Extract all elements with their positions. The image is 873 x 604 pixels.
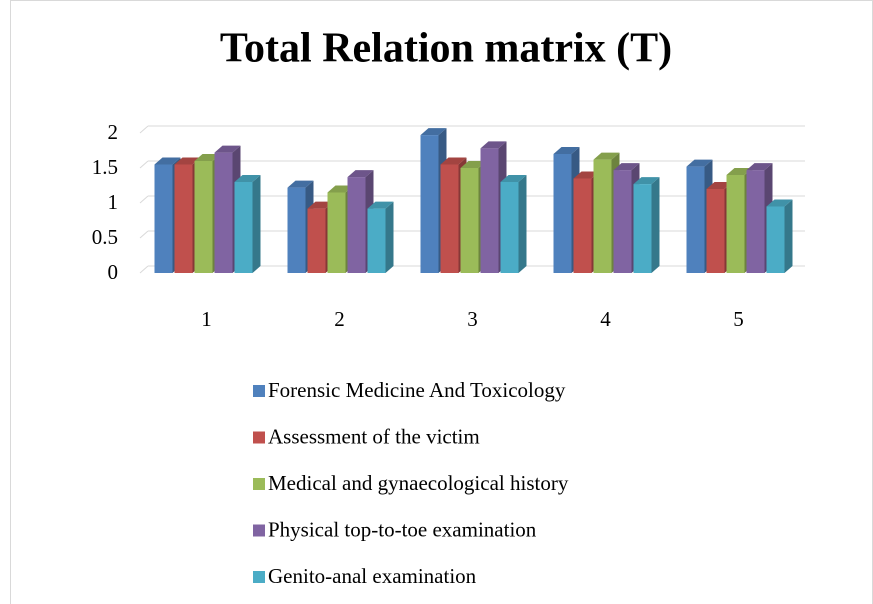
bar (307, 208, 326, 273)
grid-line-side (139, 160, 149, 169)
bar (420, 135, 439, 273)
y-tick-label: 2 (108, 120, 119, 144)
grid-line-side (139, 125, 149, 134)
legend-swatch (253, 478, 265, 490)
bar-side (252, 175, 261, 273)
bar (613, 170, 632, 273)
bar (440, 164, 459, 273)
y-tick-label: 0.5 (92, 225, 118, 249)
y-tick-label: 1.5 (92, 155, 118, 179)
bar-side (518, 175, 527, 273)
bar (234, 182, 253, 273)
bar-top (460, 161, 487, 168)
grid-line-side (139, 195, 149, 204)
grid-line-side (139, 265, 149, 274)
bar-top (347, 170, 374, 178)
bar-top (613, 163, 640, 171)
bar-top (500, 175, 527, 182)
bar-top (420, 128, 447, 136)
legend-swatch (253, 524, 265, 537)
x-tick-label: 3 (467, 307, 478, 331)
bar (726, 175, 745, 273)
bar-top (234, 175, 261, 182)
chart-title: Total Relation matrix (T) (220, 26, 672, 72)
bar-top (726, 168, 753, 175)
bar-top (174, 157, 201, 165)
bar (327, 192, 346, 273)
bar (460, 168, 479, 273)
bar-top (194, 154, 221, 161)
bar-top (553, 147, 580, 154)
bar-side (385, 201, 394, 273)
legend-swatch (253, 385, 265, 397)
bar-top (633, 177, 660, 185)
bar-side (784, 199, 793, 273)
bar (706, 189, 725, 273)
bar (194, 161, 213, 273)
bar (347, 177, 366, 273)
bar-top (746, 163, 773, 171)
bar (500, 182, 519, 273)
y-tick-label: 0 (108, 260, 119, 284)
bar-top (440, 157, 467, 165)
bar-top (287, 180, 314, 188)
x-tick-label: 5 (733, 307, 744, 331)
bar-top (686, 159, 713, 167)
y-tick-label: 1 (108, 190, 119, 214)
bar (214, 152, 233, 273)
x-tick-label: 4 (600, 307, 611, 331)
bar-top (573, 171, 600, 179)
legend-swatch (253, 571, 265, 583)
bar (686, 166, 705, 273)
legend-label: Assessment of the victim (268, 424, 480, 448)
bar (593, 159, 612, 273)
legend-label: Forensic Medicine And Toxicology (268, 378, 566, 402)
bar-top (214, 145, 241, 153)
bar-top (307, 201, 334, 209)
bar-top (327, 185, 354, 193)
bar-top (766, 199, 793, 207)
bar (553, 154, 572, 273)
chart-border (10, 0, 873, 604)
bar-side (651, 177, 660, 273)
legend-label: Medical and gynaecological history (268, 471, 569, 495)
bar-top (154, 157, 181, 165)
bar (480, 148, 499, 273)
legend-label: Physical top-to-toe examination (268, 517, 537, 541)
bar (154, 164, 173, 273)
bar (766, 206, 785, 273)
bar-top (367, 201, 394, 209)
x-tick-label: 1 (201, 307, 212, 331)
bar (573, 178, 592, 273)
legend-label: Genito-anal examination (268, 564, 477, 588)
x-tick-label: 2 (334, 307, 345, 331)
bar-top (593, 152, 620, 160)
bar (746, 170, 765, 273)
bar (287, 187, 306, 273)
bar-top (480, 141, 507, 149)
bar (174, 164, 193, 273)
bar-top (706, 182, 733, 189)
bar (633, 184, 652, 273)
bar (367, 208, 386, 273)
grid-line-side (139, 230, 149, 239)
legend-swatch (253, 431, 265, 444)
